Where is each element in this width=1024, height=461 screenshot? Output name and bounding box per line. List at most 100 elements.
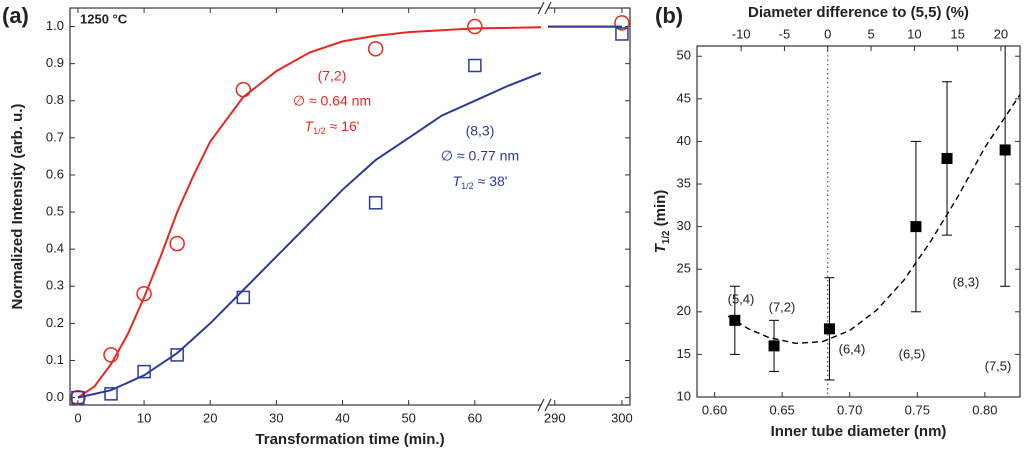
- series-diameter: ∅ ≈ 0.77 nm: [441, 148, 519, 164]
- data-point: [768, 340, 780, 352]
- y-tick-label: 0.9: [46, 55, 64, 70]
- x2-tick-label: 20: [994, 26, 1008, 41]
- x-tick-label: 0.80: [972, 402, 997, 417]
- data-point: [137, 364, 151, 379]
- x-tick-label: 10: [137, 410, 151, 425]
- series-half-life-symbol: T: [453, 173, 463, 189]
- axis-break-gap: [541, 5, 548, 11]
- x-tick-label: 20: [203, 410, 217, 425]
- x-tick-label: 0.70: [837, 402, 862, 417]
- series-name: (8,3): [466, 123, 495, 139]
- data-point: [71, 390, 85, 405]
- y-tick-label: 35: [677, 175, 691, 190]
- series-name: (7,2): [318, 68, 347, 84]
- y-tick-label: 40: [677, 133, 691, 148]
- axis-break-mark: [537, 398, 545, 412]
- y-tick-label: 50: [677, 48, 691, 63]
- x2-tick-label: -10: [732, 26, 751, 41]
- x-tick-label: 0.60: [702, 402, 727, 417]
- panel-label: (a): [2, 3, 29, 28]
- x-tick-label: 50: [401, 410, 415, 425]
- series-half-life-symbol: T: [305, 118, 315, 134]
- x-tick-label: 0.65: [769, 402, 794, 417]
- x2-tick-label: 10: [907, 26, 921, 41]
- series-half-life-sub: 1/2: [313, 126, 326, 136]
- fit-line: [727, 94, 1020, 345]
- data-point: [999, 144, 1011, 156]
- condition-label: 1250 °C: [80, 11, 128, 26]
- x-tick-label: 0: [74, 410, 81, 425]
- y-tick-label: 25: [677, 261, 691, 276]
- x2-tick-label: 0: [824, 26, 831, 41]
- y-tick-label: 0.7: [46, 129, 64, 144]
- point-label: (7,2): [769, 299, 796, 314]
- x2-tick-label: -5: [779, 26, 791, 41]
- data-point: [468, 58, 482, 73]
- y-tick-label: 45: [677, 90, 691, 105]
- series-half-life-sub: 1/2: [461, 181, 474, 191]
- axis-break-mark: [544, 398, 552, 412]
- x2-tick-label: 5: [867, 26, 874, 41]
- data-point: [823, 323, 835, 335]
- x-tick-label: 60: [468, 410, 482, 425]
- y-tick-label: 20: [677, 303, 691, 318]
- x-tick-label: 300: [611, 410, 633, 425]
- y-tick-label: 0.5: [46, 204, 64, 219]
- data-point: [614, 15, 630, 31]
- y-tick-label: 10: [677, 388, 691, 403]
- data-point: [236, 290, 251, 305]
- y-tick-label: 0.2: [46, 315, 64, 330]
- y-axis-label-sub: 1/2: [661, 230, 672, 244]
- y-tick-label: 0.8: [46, 92, 64, 107]
- axis-break-gap: [541, 402, 548, 408]
- plot-frame: [69, 7, 631, 406]
- x-tick-label: 290: [544, 410, 566, 425]
- point-label: (6,5): [899, 346, 926, 361]
- data-point: [170, 348, 184, 362]
- axis-break-mark: [544, 1, 552, 15]
- y-tick-label: 0.3: [46, 278, 64, 293]
- data-point: [615, 27, 629, 41]
- y-tick-label: 15: [677, 346, 691, 361]
- data-point: [910, 221, 922, 233]
- y-tick-label: 1.0: [46, 18, 64, 33]
- point-label: (5,4): [728, 291, 755, 306]
- plot-frame: [696, 45, 1021, 398]
- series-half-life-text: ≈ 38': [474, 173, 508, 189]
- data-point: [103, 347, 119, 363]
- y-tick-label: 0.4: [46, 241, 64, 256]
- axis-break-mark: [537, 1, 545, 15]
- data-point: [70, 389, 86, 406]
- point-label: (8,3): [953, 274, 980, 289]
- x2-tick-label: 15: [950, 26, 964, 41]
- data-point: [136, 285, 152, 302]
- point-label: (6,4): [839, 341, 866, 356]
- y-axis-label-symbol: T: [652, 242, 669, 253]
- fit-line: [77, 26, 542, 399]
- data-point: [941, 152, 953, 164]
- point-label: (7,5): [985, 358, 1012, 373]
- y-axis-label: Normalized Intensity (arb. u.): [9, 104, 26, 310]
- series-half-life: T1/2 ≈ 38': [453, 173, 508, 192]
- x2-axis-label: Diameter difference to (5,5) (%): [748, 4, 969, 21]
- data-point: [367, 41, 384, 57]
- panel-label: (b): [655, 3, 683, 28]
- x-axis-label: Inner tube diameter (nm): [771, 423, 947, 440]
- x-tick-label: 30: [269, 410, 283, 425]
- y-tick-label: 30: [677, 218, 691, 233]
- y-tick-label: 0.6: [46, 166, 64, 181]
- data-point: [729, 314, 741, 326]
- data-point: [104, 387, 118, 401]
- x-tick-label: 0.75: [905, 402, 930, 417]
- y-axis-label: T1/2 (min): [652, 190, 672, 254]
- data-point: [235, 81, 252, 98]
- fit-line: [77, 71, 542, 399]
- x-tick-label: 40: [335, 410, 349, 425]
- data-point: [169, 235, 185, 252]
- data-point: [467, 18, 483, 35]
- series-half-life: T1/2 ≈ 16': [305, 118, 360, 137]
- data-point: [368, 196, 383, 210]
- y-axis-label-text: (min): [652, 190, 669, 231]
